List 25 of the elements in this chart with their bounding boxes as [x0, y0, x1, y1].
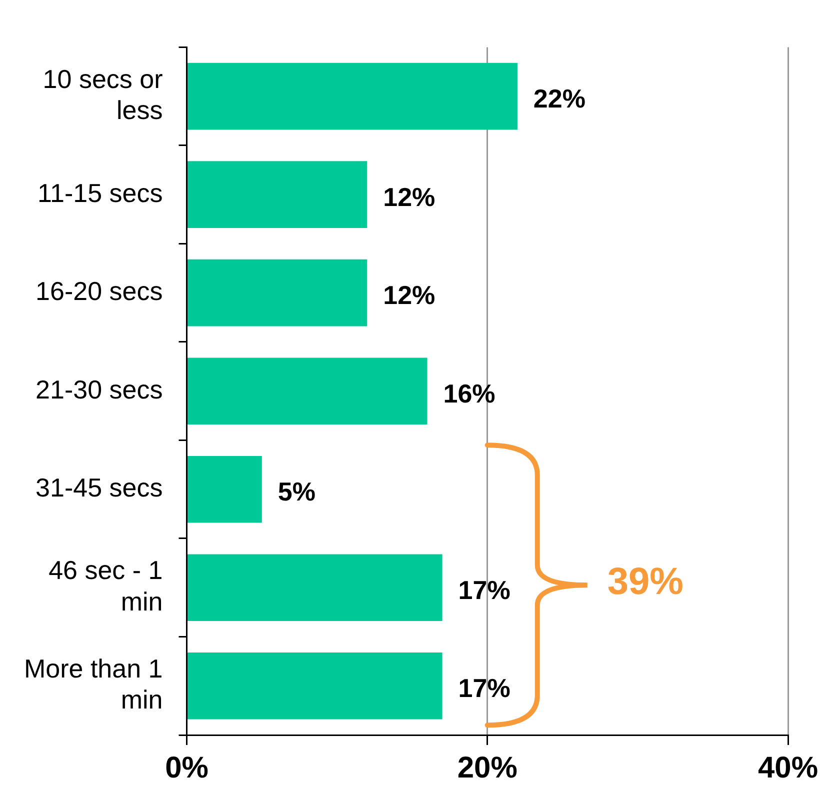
data-label: 17% [458, 673, 510, 704]
bar [187, 652, 442, 720]
data-label: 16% [443, 378, 496, 408]
y-tick-label: 10 secs or less [42, 64, 164, 126]
x-tick-label: 0% [165, 751, 208, 784]
bar [187, 358, 428, 425]
y-tick-label: More than 1 min [24, 653, 163, 715]
data-label: 12% [383, 182, 436, 212]
data-label: 22% [533, 84, 586, 114]
annotation: 39% [607, 561, 684, 604]
y-tick-label: 21-30 secs [36, 374, 163, 404]
bar [187, 62, 518, 130]
y-tick-label: 46 sec - 1 min [48, 555, 163, 616]
data-label: 5% [278, 476, 316, 507]
data-label: 12% [383, 280, 436, 310]
data-label: 17% [458, 574, 510, 605]
bar [187, 161, 368, 228]
bar [187, 259, 368, 326]
y-tick-label: 11-15 secs [37, 178, 163, 208]
bar [187, 456, 262, 523]
bar [187, 554, 442, 622]
y-tick-label: 31-45 secs [36, 472, 163, 503]
y-tick-label: 16-20 secs [36, 276, 163, 306]
x-tick-label: 20% [457, 751, 518, 784]
x-tick-label: 40% [758, 751, 818, 784]
